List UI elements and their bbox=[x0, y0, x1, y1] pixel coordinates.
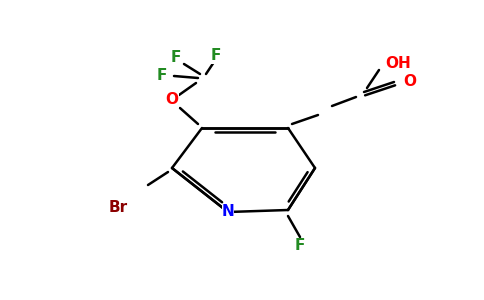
Text: F: F bbox=[157, 68, 167, 83]
Text: O: O bbox=[166, 92, 179, 107]
Text: N: N bbox=[222, 205, 234, 220]
Text: Br: Br bbox=[108, 200, 128, 215]
Text: F: F bbox=[211, 49, 221, 64]
Text: F: F bbox=[171, 50, 181, 65]
Text: F: F bbox=[295, 238, 305, 253]
Text: OH: OH bbox=[385, 56, 411, 71]
Text: O: O bbox=[404, 74, 417, 89]
